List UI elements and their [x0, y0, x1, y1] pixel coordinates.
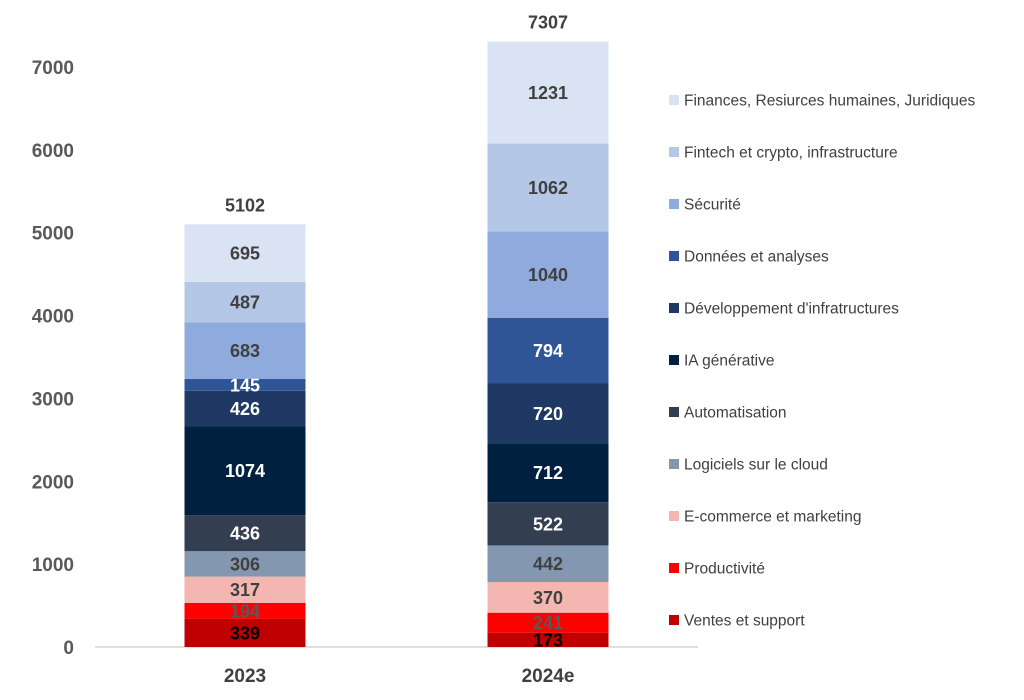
bar-segment-2024e-2: [487, 612, 609, 633]
y-tick-label-5000: 5000: [32, 224, 74, 245]
y-tick-label-2000: 2000: [32, 472, 74, 493]
legend-swatch-2: [669, 563, 679, 573]
bar-segment-2023-1: [184, 618, 306, 647]
data-label-2024e-8: 794: [533, 341, 563, 361]
data-label-2024e-10: 1062: [528, 178, 568, 198]
legend-swatch-7: [669, 303, 679, 313]
bar-segment-2024e-5: [487, 502, 609, 546]
legend-label-7: Développement d'infratructures: [684, 301, 899, 318]
legend-label-5: Automatisation: [684, 405, 787, 422]
legend-label-10: Fintech et crypto, infrastructure: [684, 145, 898, 162]
bar-segment-2024e-3: [487, 582, 609, 613]
y-tick-label-0: 0: [63, 638, 74, 659]
data-label-2024e-6: 712: [533, 463, 563, 483]
data-label-2024e-1: 173: [533, 630, 563, 650]
y-tick-label-3000: 3000: [32, 389, 74, 410]
y-tick-label-6000: 6000: [32, 141, 74, 162]
data-label-2023-10: 487: [230, 293, 260, 313]
bar-segment-2023-4: [184, 551, 306, 577]
bar-segment-2024e-4: [487, 545, 609, 583]
bar-segment-2023-11: [184, 224, 306, 282]
bar-segment-2023-8: [184, 378, 306, 391]
legend-label-2: Productivité: [684, 561, 765, 578]
legend-label-4: Logiciels sur le cloud: [684, 457, 828, 474]
legend-swatch-11: [669, 95, 679, 105]
data-label-2023-3: 317: [230, 580, 260, 600]
data-label-2024e-9: 1040: [528, 265, 568, 285]
bar-segment-2023-6: [184, 426, 306, 516]
bar-segment-2024e-6: [487, 443, 609, 503]
x-tick-label-2023: 2023: [224, 666, 266, 687]
x-tick-label-2024e: 2024e: [522, 666, 575, 687]
data-label-2024e-11: 1231: [528, 83, 568, 103]
legend-swatch-3: [669, 511, 679, 521]
data-label-2023-4: 306: [230, 554, 260, 574]
data-label-2024e-4: 442: [533, 554, 563, 574]
legend-label-8: Données et analyses: [684, 249, 829, 266]
data-label-2023-11: 695: [230, 244, 260, 264]
legend-swatch-8: [669, 251, 679, 261]
bar-segment-2023-3: [184, 576, 306, 603]
bar-segment-2024e-8: [487, 317, 609, 384]
y-tick-label-1000: 1000: [32, 555, 74, 576]
total-label-2024e: 7307: [528, 13, 568, 33]
data-label-2024e-2: 241: [533, 613, 563, 633]
data-label-2023-8: 145: [230, 375, 260, 395]
bar-segment-2024e-11: [487, 41, 609, 144]
data-label-2023-2: 194: [230, 601, 260, 621]
legend-label-3: E-commerce et marketing: [684, 509, 861, 526]
legend-swatch-5: [669, 407, 679, 417]
total-label-2023: 5102: [225, 195, 265, 215]
data-label-2024e-7: 720: [533, 404, 563, 424]
legend-label-9: Sécurité: [684, 197, 741, 214]
legend-swatch-10: [669, 147, 679, 157]
bar-segment-2024e-1: [487, 632, 609, 647]
legend-swatch-4: [669, 459, 679, 469]
bar-segment-2024e-9: [487, 231, 609, 318]
data-label-2024e-5: 522: [533, 514, 563, 534]
bar-segment-2024e-7: [487, 383, 609, 444]
bar-segment-2023-9: [184, 322, 306, 379]
y-tick-label-7000: 7000: [32, 58, 74, 79]
legend-swatch-1: [669, 615, 679, 625]
bar-segment-2023-7: [184, 390, 306, 427]
legend-swatch-9: [669, 199, 679, 209]
legend-label-1: Ventes et support: [684, 613, 805, 630]
data-label-2023-9: 683: [230, 341, 260, 361]
data-label-2024e-3: 370: [533, 588, 563, 608]
legend-label-6: IA générative: [684, 353, 774, 370]
bar-segment-2023-5: [184, 515, 306, 552]
data-label-2023-7: 426: [230, 399, 260, 419]
bar-segment-2023-10: [184, 281, 306, 323]
y-tick-label-4000: 4000: [32, 307, 74, 328]
data-label-2023-5: 436: [230, 524, 260, 544]
legend-label-11: Finances, Resiurces humaines, Juridiques: [684, 93, 975, 110]
bar-segment-2023-2: [184, 602, 306, 619]
bar-segment-2024e-10: [487, 143, 609, 232]
data-label-2023-6: 1074: [225, 461, 265, 481]
data-label-2023-1: 339: [230, 623, 260, 643]
legend-swatch-6: [669, 355, 679, 365]
